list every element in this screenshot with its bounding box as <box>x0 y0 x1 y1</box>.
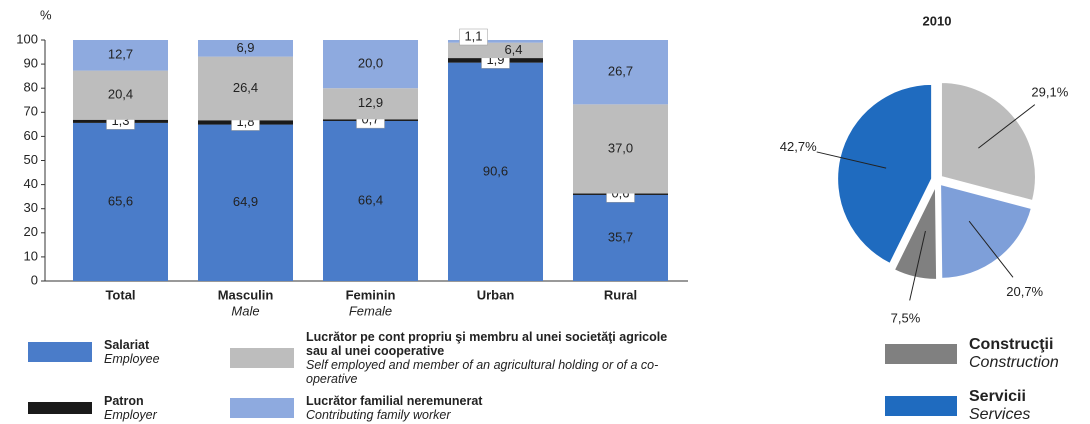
bar-segment <box>198 124 293 281</box>
legend-swatch <box>230 398 294 418</box>
legend-swatch <box>885 396 957 416</box>
x-tick-sublabel: Male <box>231 303 259 318</box>
value-label: 42,7% <box>780 139 817 154</box>
bar-segment <box>573 40 668 105</box>
y-tick-label: 100 <box>16 31 38 46</box>
leader-line <box>978 104 1036 149</box>
bar-segment <box>573 104 668 194</box>
bar-segment <box>448 40 543 43</box>
bar-segment <box>73 70 168 120</box>
bar-segment <box>448 42 543 59</box>
y-tick-label: 40 <box>24 176 38 191</box>
legend-item: Construcţii Construction <box>885 336 1059 372</box>
y-tick-label: 10 <box>24 248 38 263</box>
bar-segment <box>323 88 418 120</box>
y-tick-label: 50 <box>24 152 38 167</box>
y-tick-label: 20 <box>24 224 38 239</box>
legend-name-en: Contributing family worker <box>306 408 451 422</box>
x-tick-label: Urban <box>477 287 515 302</box>
value-label: 20,7% <box>1006 284 1043 299</box>
bar-segment <box>323 40 418 89</box>
legend-name: Lucrător pe cont propriu şi membru al un… <box>306 330 668 358</box>
value-label: 65,6 <box>108 193 133 208</box>
value-label: 6,9 <box>236 40 254 55</box>
value-label: 64,9 <box>233 194 258 209</box>
value-label: 7,5% <box>891 310 921 325</box>
bar-segment <box>198 40 293 57</box>
value-label: 37,0 <box>608 140 633 155</box>
y-axis-label: % <box>40 7 52 22</box>
legend-item: Salariat Employee <box>28 338 218 366</box>
y-tick-label: 60 <box>24 128 38 143</box>
legend-name: Lucrător familial neremunerat <box>306 394 483 408</box>
legend-swatch <box>885 344 957 364</box>
x-tick-sublabel: Female <box>349 303 392 318</box>
legend-name: Patron <box>104 394 144 408</box>
legend-text: Lucrător familial neremunerat Contributin… <box>306 394 690 422</box>
legend-name-en: Services <box>969 406 1031 423</box>
legend-item: Servicii Services <box>885 388 1030 424</box>
value-label: 12,7 <box>108 47 133 62</box>
y-tick-label: 0 <box>31 272 38 287</box>
value-label: 12,9 <box>358 95 383 110</box>
pie-slice <box>939 80 1037 203</box>
value-label: 26,7 <box>608 64 633 79</box>
legend-item: Patron Employer <box>28 394 218 422</box>
value-label: 20,4 <box>108 87 133 102</box>
legend-swatch <box>230 348 294 368</box>
value-label: 6,4 <box>504 42 522 57</box>
legend-text: Lucrător pe cont propriu şi membru al un… <box>306 330 690 386</box>
y-tick-label: 80 <box>24 80 38 95</box>
legend-text: Servicii Services <box>969 388 1030 424</box>
value-label: 66,4 <box>358 192 383 207</box>
legend-item: Lucrător familial neremunerat Contributin… <box>230 394 690 422</box>
y-tick-label: 30 <box>24 200 38 215</box>
x-tick-label: Rural <box>604 287 637 302</box>
legend-item: Lucrător pe cont propriu şi membru al un… <box>230 330 690 386</box>
value-label: 29,1% <box>1031 84 1068 99</box>
pie-title: 2010 <box>923 13 952 28</box>
x-tick-label: Feminin <box>346 287 396 302</box>
y-tick-label: 70 <box>24 104 38 119</box>
value-label: 20,0 <box>358 56 383 71</box>
legend-swatch <box>28 402 92 414</box>
value-label: 26,4 <box>233 80 258 95</box>
bar-segment <box>73 122 168 282</box>
legend-text: Patron Employer <box>104 394 214 422</box>
bar-segment <box>448 62 543 282</box>
leader-line <box>816 151 887 169</box>
x-tick-label: Total <box>105 287 135 302</box>
bar-segment <box>323 120 418 281</box>
y-tick-label: 90 <box>24 56 38 71</box>
leader-line <box>968 220 1014 278</box>
value-label: 35,7 <box>608 229 633 244</box>
legend-name: Servicii <box>969 388 1026 405</box>
bar-segment <box>198 56 293 121</box>
bar-segment <box>573 194 668 281</box>
label-box <box>459 28 488 46</box>
value-label: 1,1 <box>464 28 482 43</box>
x-tick-label: Masculin <box>218 287 274 302</box>
legend-name: Salariat <box>104 338 150 352</box>
legend-name-en: Employee <box>104 352 160 366</box>
bar-segment <box>73 40 168 71</box>
legend-name-en: Construction <box>969 354 1059 371</box>
legend-text: Construcţii Construction <box>969 336 1059 372</box>
value-label: 90,6 <box>483 163 508 178</box>
legend-swatch <box>28 342 92 362</box>
legend-text: Salariat Employee <box>104 338 214 366</box>
legend-name-en: Employer <box>104 408 157 422</box>
legend-name-en: Self employed and member of an agricultu… <box>306 358 659 386</box>
legend-name: Construcţii <box>969 336 1054 353</box>
leader-line <box>909 230 926 301</box>
